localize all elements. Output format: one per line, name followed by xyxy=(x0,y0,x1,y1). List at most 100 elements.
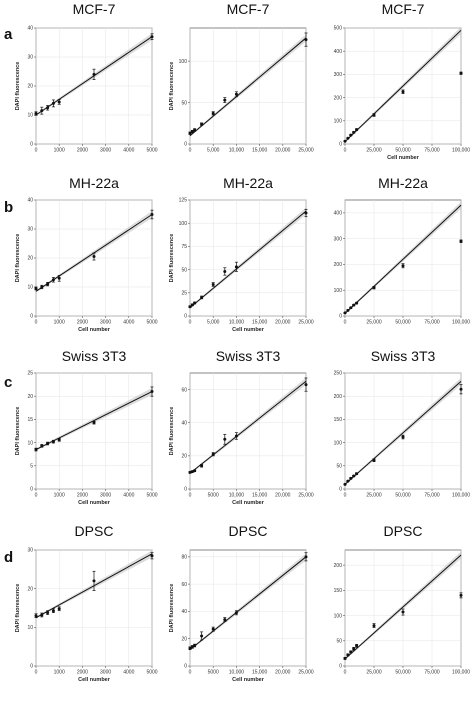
x-tick-label: 75,000 xyxy=(424,148,440,154)
data-point xyxy=(211,626,215,632)
data-point xyxy=(349,133,353,137)
y-tick-label: 0 xyxy=(184,314,187,320)
x-tick-label: 15,000 xyxy=(252,148,268,154)
data-point xyxy=(234,261,238,272)
y-tick-label: 50 xyxy=(336,638,342,644)
x-tick-label: 50,000 xyxy=(395,670,411,676)
chart-title: MH-22a xyxy=(223,175,273,191)
data-point xyxy=(372,623,376,629)
data-point xyxy=(92,570,96,591)
y-tick-label: 200 xyxy=(334,95,343,101)
x-tick-label: 15,000 xyxy=(252,493,268,499)
y-tick-label: 60 xyxy=(181,582,187,588)
chart-title: Swiss 3T3 xyxy=(371,348,436,364)
x-tick-label: 20,000 xyxy=(275,148,291,154)
data-point xyxy=(40,284,44,290)
y-tick-label: 0 xyxy=(184,142,187,148)
x-tick-label: 25,000 xyxy=(366,493,382,499)
fit-line xyxy=(344,380,462,485)
chart-title: DPSC xyxy=(75,523,114,539)
y-tick-label: 20 xyxy=(27,256,33,262)
y-tick-label: 10 xyxy=(27,113,33,119)
x-axis-label: Cell number xyxy=(78,327,111,333)
y-tick-label: 0 xyxy=(30,664,33,670)
data-point xyxy=(352,303,356,307)
data-point xyxy=(188,470,192,474)
plot-frame xyxy=(189,549,307,667)
y-tick-label: 50 xyxy=(336,464,342,470)
data-point xyxy=(92,420,96,425)
panel-label: a xyxy=(4,26,13,43)
data-point xyxy=(211,111,215,116)
x-tick-label: 1000 xyxy=(54,148,65,154)
y-tick-label: 10 xyxy=(27,440,33,446)
y-tick-label: 0 xyxy=(30,142,33,148)
y-axis-label: DAPI fluorescence xyxy=(169,584,175,633)
y-axis-label: DAPI fluorescence xyxy=(15,407,21,456)
data-point xyxy=(188,646,192,650)
y-tick-label: 0 xyxy=(30,487,33,493)
y-tick-label: 0 xyxy=(339,664,342,670)
data-point xyxy=(200,631,204,641)
data-point xyxy=(150,552,154,560)
data-point xyxy=(459,239,463,243)
data-point xyxy=(46,610,50,615)
x-tick-label: 0 xyxy=(189,493,192,499)
x-tick-label: 75,000 xyxy=(424,320,440,326)
y-tick-label: 0 xyxy=(30,314,33,320)
y-tick-label: 150 xyxy=(334,417,343,423)
y-axis-label: DAPI fluorescence xyxy=(169,62,175,111)
data-point xyxy=(40,612,44,618)
x-tick-label: 2000 xyxy=(77,670,88,676)
x-tick-label: 4000 xyxy=(123,493,134,499)
data-point xyxy=(150,386,154,397)
y-axis-label: DAPI fluorescence xyxy=(15,62,21,111)
x-tick-label: 4000 xyxy=(123,320,134,326)
y-tick-label: 100 xyxy=(334,119,343,125)
x-tick-label: 0 xyxy=(344,148,347,154)
chart-title: DPSC xyxy=(384,523,423,539)
x-tick-label: 3000 xyxy=(100,493,111,499)
y-tick-label: 80 xyxy=(181,555,187,561)
x-tick-label: 25,000 xyxy=(298,320,314,326)
y-tick-label: 75 xyxy=(181,244,187,250)
chart-panel: DPSC 0 10 20 30 0 1000 2000 3000 4000 5000 Cell num… xyxy=(15,523,158,683)
y-tick-label: 300 xyxy=(334,72,343,78)
data-point xyxy=(304,32,308,47)
data-point xyxy=(57,275,61,282)
data-point xyxy=(343,311,347,315)
panel-label: d xyxy=(4,549,13,566)
plot-frame xyxy=(189,372,307,490)
x-tick-label: 1000 xyxy=(54,493,65,499)
chart-panel: MH-22a 0 100 200 300 400 0 25,000 50,000 75,000 10… xyxy=(334,175,471,326)
data-point xyxy=(346,479,350,483)
x-tick-label: 100,000 xyxy=(452,148,470,154)
y-tick-label: 100 xyxy=(179,59,188,65)
data-point xyxy=(349,306,353,310)
x-tick-label: 15,000 xyxy=(252,320,268,326)
y-tick-label: 300 xyxy=(334,236,343,242)
y-tick-label: 400 xyxy=(334,49,343,55)
y-tick-label: 25 xyxy=(181,291,187,297)
x-tick-label: 20,000 xyxy=(275,493,291,499)
data-point xyxy=(234,610,238,616)
chart-panel: MH-22a 0 10 20 30 40 0 1000 2000 3000 4000 5000 Cell… xyxy=(15,175,158,333)
x-tick-label: 2000 xyxy=(77,148,88,154)
y-axis-label: DAPI fluorescence xyxy=(169,234,175,283)
y-tick-label: 0 xyxy=(339,142,342,148)
x-tick-label: 25,000 xyxy=(298,493,314,499)
x-tick-label: 10,000 xyxy=(229,670,245,676)
x-tick-label: 100,000 xyxy=(452,670,470,676)
x-tick-label: 0 xyxy=(189,670,192,676)
x-axis-label: Cell number xyxy=(232,500,265,506)
data-point xyxy=(346,136,350,140)
x-tick-label: 1000 xyxy=(54,320,65,326)
x-tick-label: 1000 xyxy=(54,670,65,676)
y-tick-label: 0 xyxy=(339,487,342,493)
data-point xyxy=(372,113,376,117)
x-tick-label: 5000 xyxy=(146,670,157,676)
data-point xyxy=(352,130,356,134)
data-point xyxy=(355,643,359,648)
data-point xyxy=(40,444,44,448)
